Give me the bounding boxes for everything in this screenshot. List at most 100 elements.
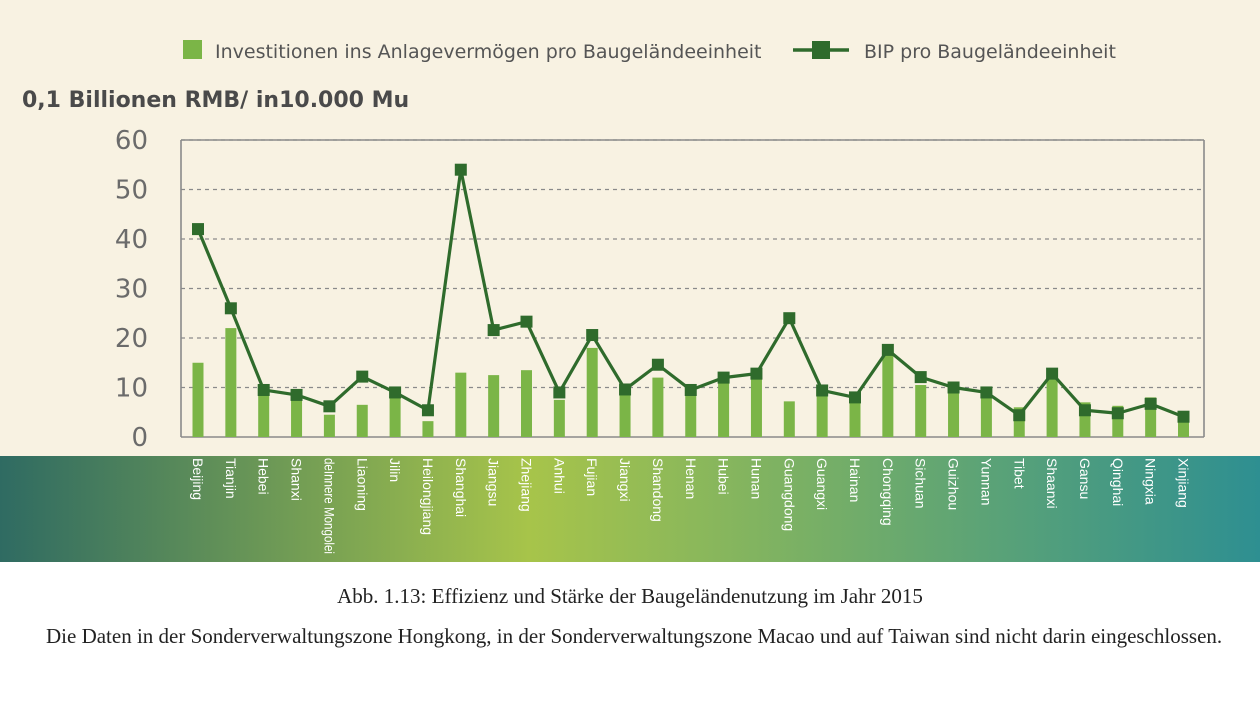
line-point: [290, 388, 303, 401]
line-point: [1078, 404, 1091, 417]
y-tick-label: 40: [115, 225, 148, 255]
line-layer: [192, 163, 1190, 423]
line-point: [816, 384, 829, 397]
line-point: [257, 383, 270, 396]
line-point: [389, 386, 402, 399]
x-tick-label: Sichuan: [913, 458, 929, 509]
x-tick-label: Shanxi: [289, 458, 305, 501]
line-point: [849, 391, 861, 404]
bar: [323, 414, 335, 437]
bar: [915, 385, 927, 437]
line-point: [1013, 409, 1026, 422]
bar: [521, 370, 532, 437]
bar: [1112, 405, 1124, 437]
bar: [1079, 402, 1091, 437]
bar: [586, 347, 598, 437]
bar: [225, 328, 237, 437]
x-tick-label: Qinghai: [1110, 458, 1126, 506]
unit-label: 0,1 Billionen RMB/ in10.000 Mu: [22, 88, 409, 113]
x-tick-label: Fujian: [584, 458, 600, 496]
x-tick-label: Yunnan: [978, 458, 994, 506]
legend-bar-label: Investitionen ins Anlagevermögen pro Bau…: [215, 41, 762, 63]
x-tick-label: Shanghai: [453, 458, 469, 517]
line-point: [323, 400, 336, 413]
bar: [718, 380, 730, 437]
line-point: [783, 312, 796, 325]
line-point: [1111, 407, 1124, 420]
legend-line-label: BIP pro Baugeländeeinheit: [864, 41, 1116, 63]
figure-note: Die Daten in der Sonderverwaltungszone H…: [46, 624, 1223, 648]
line-point: [881, 343, 894, 356]
x-tick-label: Shaanxi: [1044, 458, 1060, 509]
bar-layer: [192, 328, 1189, 437]
x-tick-label: Hunan: [748, 458, 764, 499]
x-tick-label: Tibet: [1011, 458, 1027, 489]
x-tick-label: Jiangxi: [617, 458, 633, 502]
bar: [948, 392, 960, 437]
chart-svg: Investitionen ins Anlagevermögen pro Bau…: [0, 40, 1260, 562]
bar: [619, 394, 631, 437]
grid-layer: [181, 139, 1204, 389]
line-point: [980, 386, 993, 399]
line-point: [421, 404, 434, 417]
line-point: [454, 163, 467, 176]
bar: [980, 394, 992, 437]
bar: [750, 377, 762, 437]
line-point: [553, 386, 566, 399]
x-tick-label: Ningxia: [1143, 458, 1159, 505]
bar: [488, 375, 500, 437]
x-tick-label: Chongqing: [880, 458, 896, 526]
y-tick-label: 30: [115, 275, 148, 305]
bar: [356, 404, 368, 437]
y-tick-label: 50: [115, 176, 148, 206]
line-point: [487, 324, 500, 337]
line-point: [224, 302, 237, 315]
bar: [783, 401, 795, 437]
x-tick-label: Tianjin: [223, 458, 239, 499]
legend-line-marker: [812, 41, 830, 59]
line-point: [356, 370, 369, 383]
bar: [192, 362, 204, 437]
x-tick-label: Xinjiang: [1176, 458, 1192, 508]
line-point: [192, 223, 204, 236]
bar: [1046, 377, 1058, 437]
x-tick-label: Hebei: [256, 458, 272, 495]
series-line: [196, 168, 1185, 419]
bar: [1013, 407, 1025, 437]
line-point: [651, 358, 664, 371]
bar: [553, 399, 565, 437]
bar: [816, 394, 828, 437]
line-point: [619, 383, 632, 396]
line-point: [717, 371, 730, 384]
bar: [389, 387, 401, 437]
bar: [422, 421, 434, 437]
x-tick-label: Guangdong: [781, 458, 797, 531]
x-tick-label: Beijing: [190, 458, 206, 500]
line-point: [1144, 397, 1157, 410]
line-point: [1046, 367, 1059, 380]
chart-panel: Investitionen ins Anlagevermögen pro Bau…: [0, 0, 1260, 562]
x-tick-label: deInnere Mongolei: [321, 458, 337, 554]
legend: Investitionen ins Anlagevermögen pro Bau…: [183, 40, 1116, 63]
x-tick-labels: Beijing Tianjin Hebei Shanxi deInnere Mongol…: [190, 458, 1192, 554]
axis-layer: 0 10 20 30 40 50 60: [115, 126, 1205, 453]
x-tick-label: Hubei: [716, 458, 732, 495]
x-tick-label: Henan: [683, 458, 699, 499]
line-point: [520, 315, 533, 328]
x-tick-label: Liaoning: [354, 458, 370, 511]
y-tick-label: 0: [131, 423, 148, 453]
x-tick-label: Shandong: [650, 458, 666, 522]
line-point: [684, 383, 697, 396]
x-tick-label: Guangxi: [814, 458, 830, 510]
bar: [1178, 422, 1189, 437]
figure-caption: Abb. 1.13: Effizienz und Stärke der Baug…: [337, 584, 923, 608]
bar: [882, 352, 894, 437]
bar: [291, 392, 303, 437]
x-tick-label: Heilongjiang: [420, 458, 436, 535]
category-band: [0, 456, 1260, 562]
line-point: [586, 329, 599, 342]
bar: [258, 392, 270, 437]
bar: [652, 377, 664, 437]
bar: [849, 402, 861, 437]
legend-bar-swatch: [183, 40, 202, 59]
